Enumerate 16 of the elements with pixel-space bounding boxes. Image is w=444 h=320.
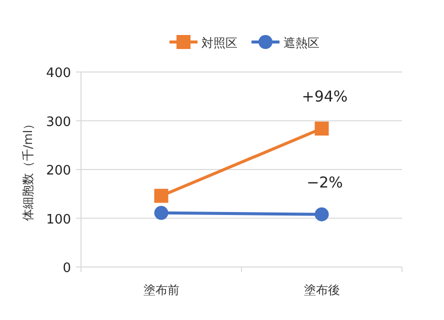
y-axis-title: 体細胞数（千/ml） [21, 118, 35, 222]
point [314, 207, 329, 222]
y-tick-label: 200 [46, 164, 71, 178]
legend-label: 遮熱区 [284, 36, 320, 50]
x-tick-label: 塗布後 [304, 283, 340, 297]
legend-label: 対照区 [202, 36, 238, 50]
x-tick-label: 塗布前 [143, 283, 180, 297]
point [154, 188, 168, 203]
annotation: +94% [302, 88, 348, 106]
y-tick-label: 0 [62, 261, 71, 276]
y-tick-label: 300 [46, 114, 71, 130]
y-tick-label: 400 [46, 66, 71, 81]
y-tick-label: 100 [46, 212, 71, 228]
annotation: −2% [306, 173, 343, 192]
point [314, 122, 329, 136]
point [154, 206, 168, 220]
